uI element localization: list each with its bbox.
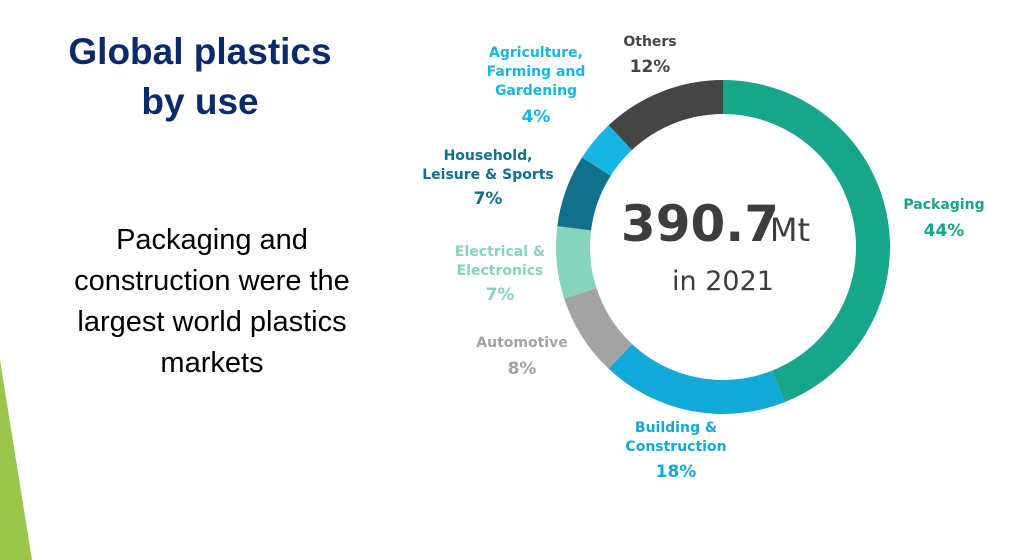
slide-subtitle: Packaging and construction were the larges… bbox=[74, 224, 350, 379]
donut-segment bbox=[556, 226, 597, 299]
value-label: 7% bbox=[474, 189, 503, 209]
segment-label: Building & Construction bbox=[625, 420, 726, 455]
total: 390.7 bbox=[621, 195, 779, 253]
value-label: 7% bbox=[486, 285, 515, 305]
total-value: 390.7 bbox=[621, 195, 779, 253]
value-label: 12% bbox=[630, 57, 671, 77]
total-caption: in 2021 bbox=[672, 266, 774, 297]
donut-segment bbox=[581, 125, 632, 176]
value-label: 4% bbox=[522, 107, 551, 127]
segment-label: Household, Leisure & Sports bbox=[422, 148, 554, 183]
donut-segment bbox=[608, 80, 723, 151]
segment-label: Others bbox=[623, 34, 676, 50]
donut-segment bbox=[564, 288, 632, 369]
value-label: 8% bbox=[508, 359, 537, 379]
donut-segment bbox=[723, 80, 891, 403]
value-label: 18% bbox=[656, 462, 697, 482]
value-label: 44% bbox=[924, 221, 965, 241]
total-unit: Mt bbox=[770, 211, 810, 249]
segment-label: Automotive bbox=[476, 335, 567, 351]
donut-segment bbox=[608, 343, 785, 414]
segment-label: Packaging bbox=[903, 197, 984, 213]
decor-triangle bbox=[0, 360, 32, 560]
segment-label: Agriculture, Farming and Gardening bbox=[487, 45, 586, 99]
donut-chart: Packaging 44% Building & Construction 18% Aut… bbox=[422, 34, 984, 482]
donut-segment bbox=[557, 157, 611, 231]
segment-label: Electrical & Electronics bbox=[455, 244, 545, 279]
slide-title: Global plastics by use bbox=[68, 31, 331, 122]
